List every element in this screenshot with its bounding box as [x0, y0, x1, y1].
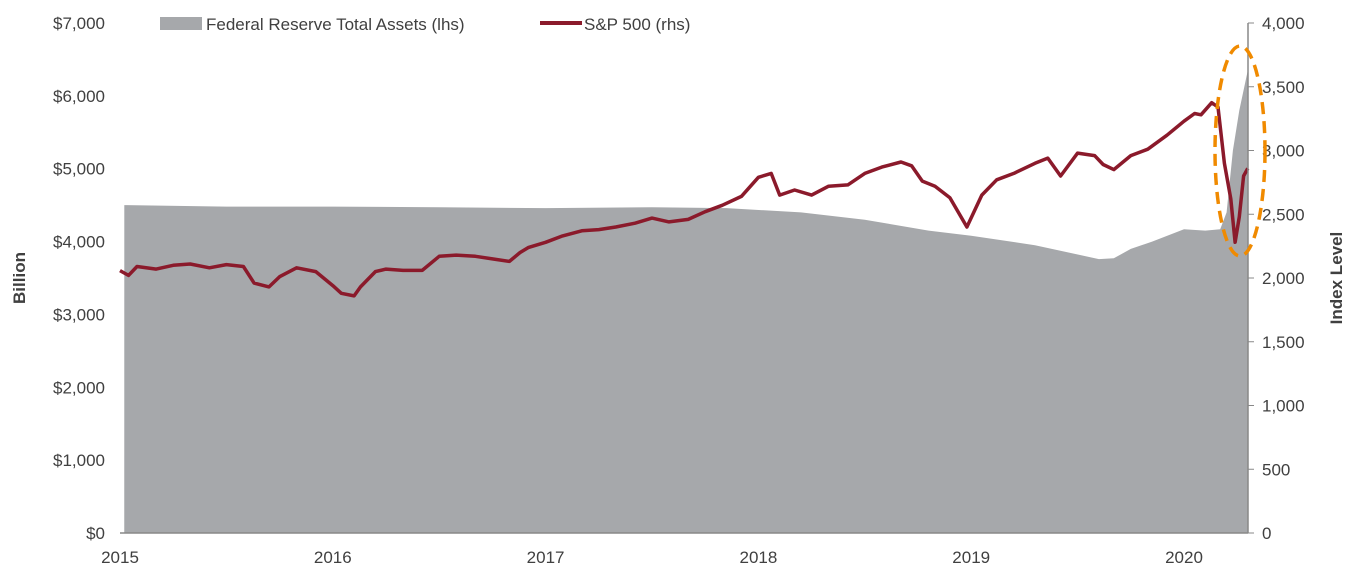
y2-tick-label: 0 — [1262, 524, 1271, 543]
y-tick-label: $4,000 — [53, 233, 105, 252]
highlight-ellipse — [1213, 44, 1267, 258]
y2-tick-label: 3,000 — [1262, 142, 1305, 161]
y2-tick-label: 500 — [1262, 460, 1290, 479]
x-tick-label: 2020 — [1165, 548, 1203, 567]
y2-axis-label: Index Level — [1327, 232, 1346, 325]
x-tick-label: 2019 — [952, 548, 990, 567]
y-tick-label: $7,000 — [53, 14, 105, 33]
x-tick-label: 2015 — [101, 548, 139, 567]
y2-tick-label: 1,000 — [1262, 397, 1305, 416]
y2-tick-label: 1,500 — [1262, 333, 1305, 352]
x-tick-label: 2016 — [314, 548, 352, 567]
y-tick-label: $3,000 — [53, 305, 105, 324]
legend-label-sp500: S&P 500 (rhs) — [584, 15, 690, 34]
x-tick-label: 2018 — [739, 548, 777, 567]
y2-tick-label: 2,000 — [1262, 269, 1305, 288]
x-tick-label: 2017 — [527, 548, 565, 567]
fed-assets-area — [124, 70, 1248, 534]
y-tick-label: $2,000 — [53, 378, 105, 397]
legend-swatch-fed — [160, 17, 202, 30]
legend-label-fed: Federal Reserve Total Assets (lhs) — [206, 15, 465, 34]
y2-tick-label: 2,500 — [1262, 205, 1305, 224]
y2-tick-label: 3,500 — [1262, 78, 1305, 97]
y2-tick-label: 4,000 — [1262, 14, 1305, 33]
y-tick-label: $0 — [86, 524, 105, 543]
y-axis-label: Billion — [10, 252, 29, 304]
y-tick-label: $6,000 — [53, 87, 105, 106]
y-tick-label: $5,000 — [53, 160, 105, 179]
y-tick-label: $1,000 — [53, 451, 105, 470]
sp500-line — [119, 100, 1250, 298]
